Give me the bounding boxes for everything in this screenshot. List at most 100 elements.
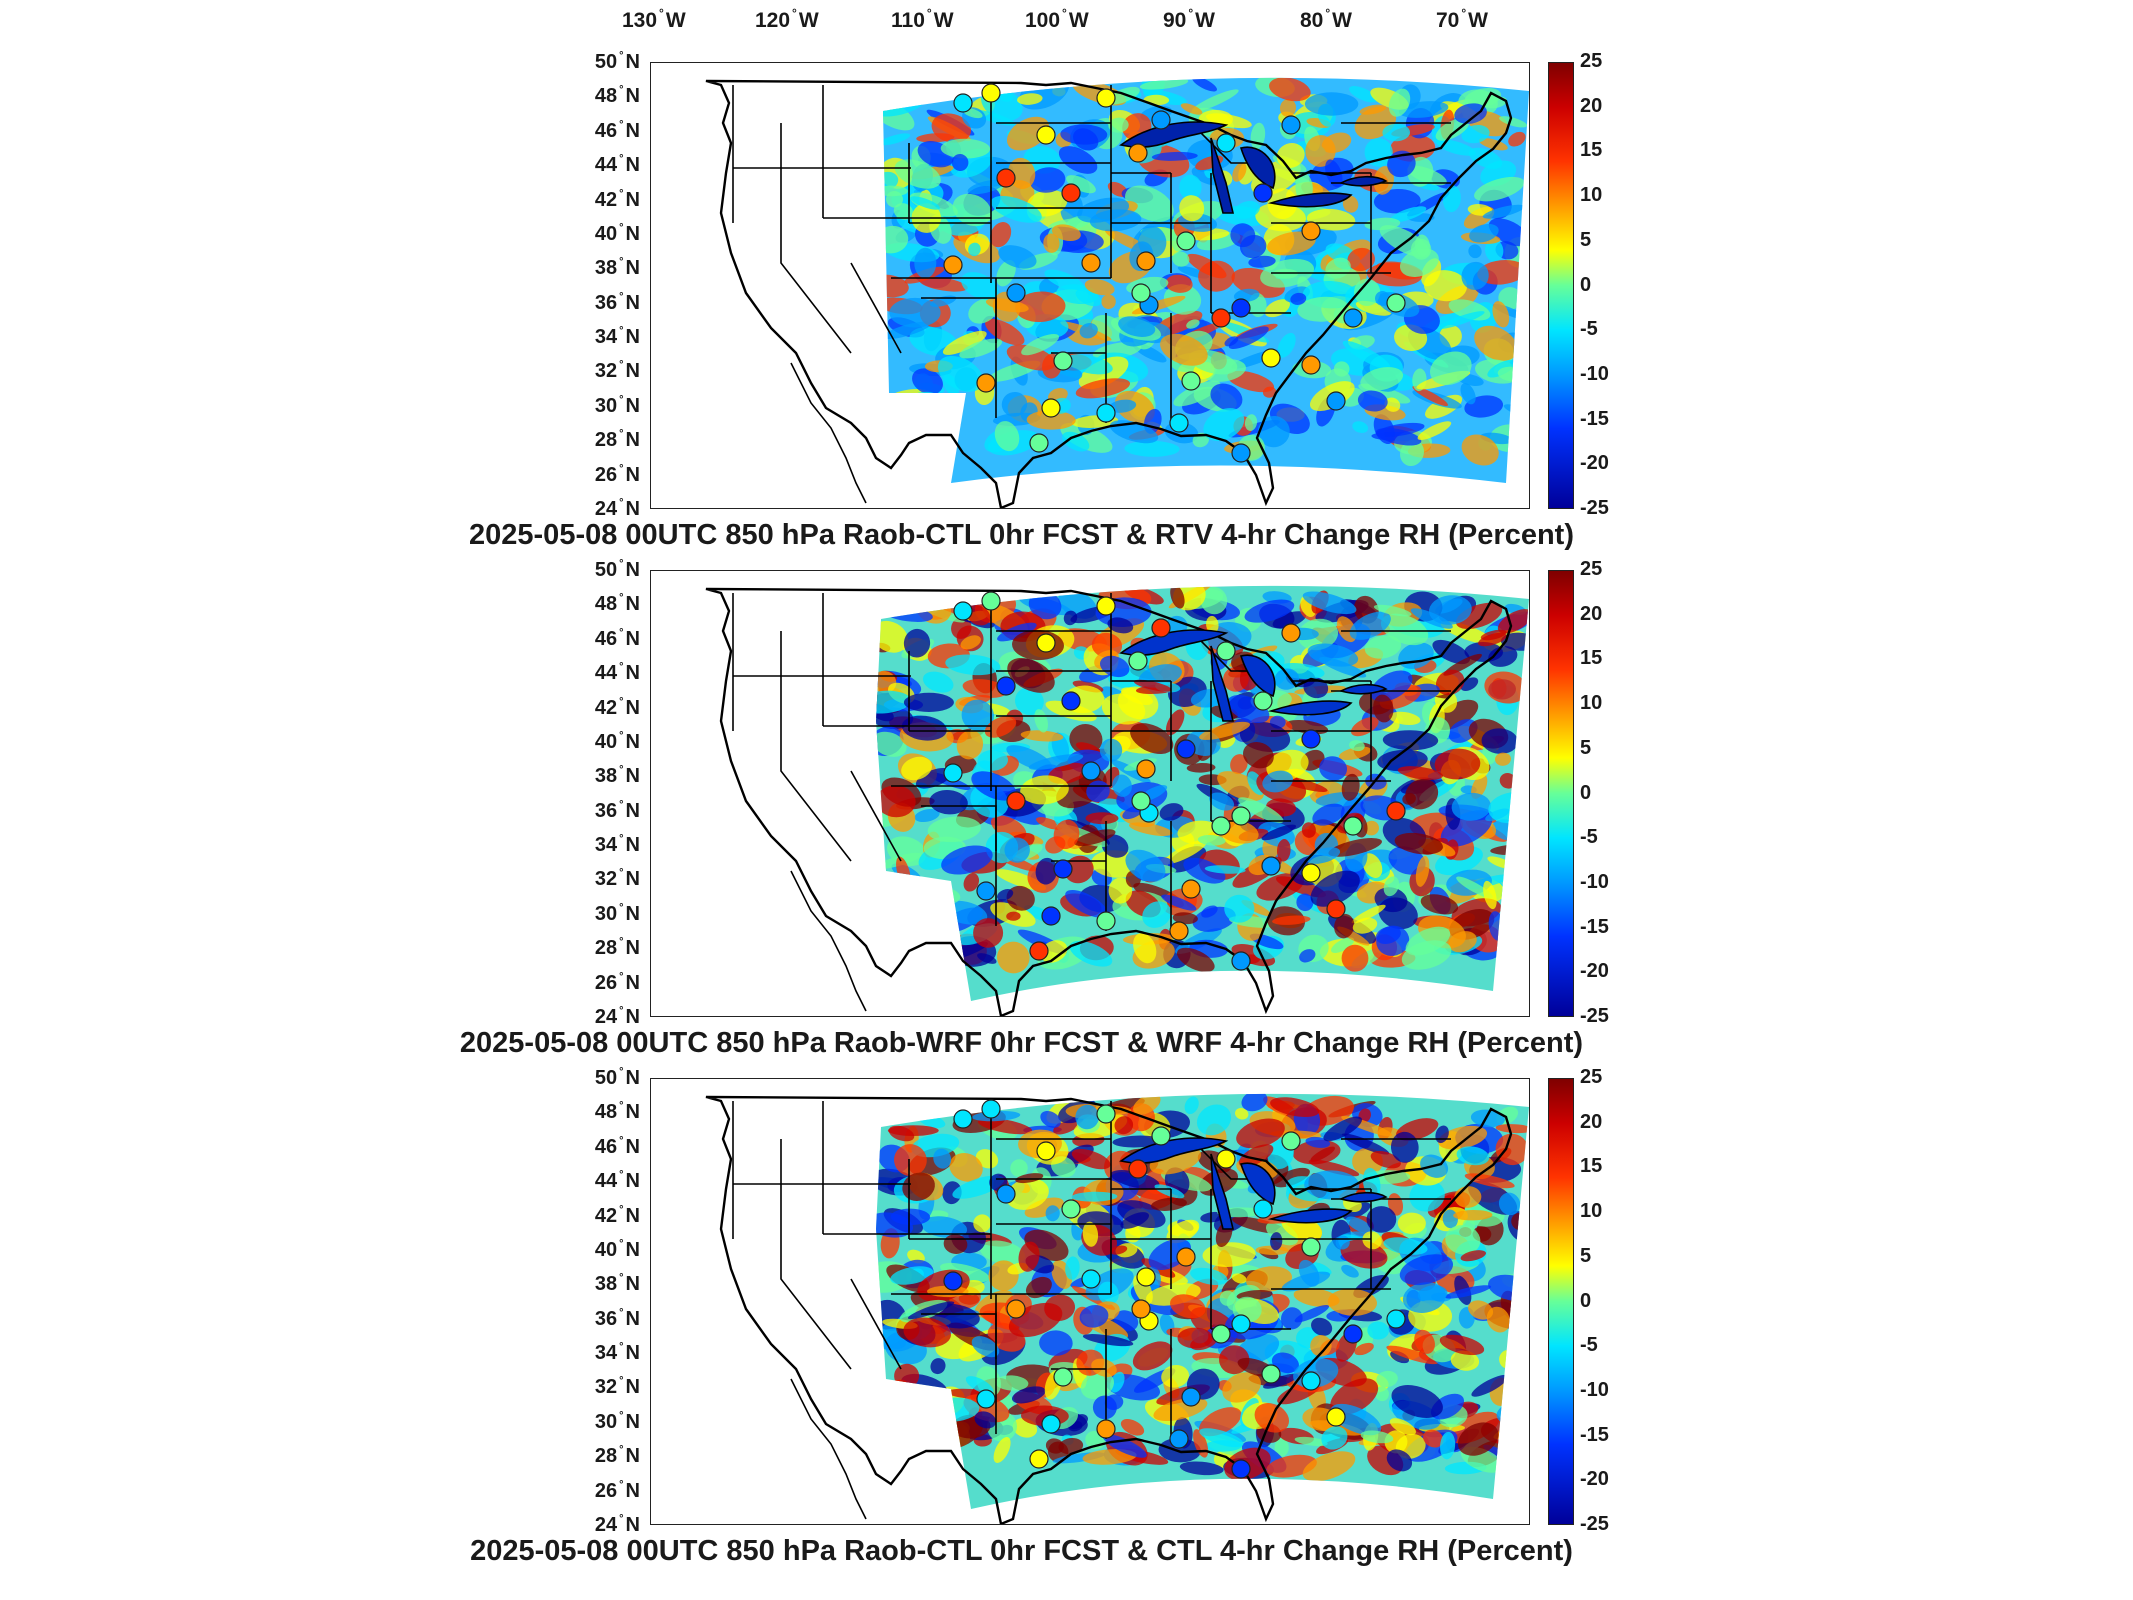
colorbar-tick-label: 0 bbox=[1580, 273, 1592, 296]
latitude-label-44: 44 ° N bbox=[594, 153, 640, 177]
raob-station-marker bbox=[1181, 371, 1201, 391]
state-borders bbox=[705, 587, 1513, 1016]
latitude-label-48: 48 ° N bbox=[594, 1100, 640, 1124]
latitude-label-30: 30 ° N bbox=[594, 901, 640, 925]
colorbar bbox=[1548, 570, 1574, 1017]
latitude-label-24: 24 ° N bbox=[594, 497, 640, 520]
raob-station-marker bbox=[1041, 1414, 1061, 1434]
latitude-label-50: 50 ° N bbox=[594, 558, 640, 581]
longitude-label-100: 100 °W bbox=[1025, 6, 1089, 32]
map-canvas bbox=[705, 77, 1529, 508]
colorbar-tick-label: -25 bbox=[1580, 497, 1609, 519]
raob-station-marker bbox=[1081, 1269, 1101, 1289]
raob-station-marker bbox=[1216, 641, 1236, 661]
latitude-label-42: 42 ° N bbox=[594, 187, 640, 211]
latitude-label-32: 32 ° N bbox=[594, 867, 640, 891]
raob-station-marker bbox=[953, 601, 973, 621]
raob-station-marker bbox=[1169, 921, 1189, 941]
raob-station-marker bbox=[1176, 1247, 1196, 1267]
colorbar-tick-label: -20 bbox=[1580, 960, 1609, 983]
great-lake bbox=[1239, 146, 1276, 190]
latitude-label-24: 24 ° N bbox=[594, 1513, 640, 1536]
colorbar-tick-label: 0 bbox=[1580, 781, 1592, 804]
raob-station-marker bbox=[1128, 1159, 1148, 1179]
panel-title: 2025-05-08 00UTC 850 hPa Raob-WRF 0hr FC… bbox=[459, 1027, 1584, 1059]
raob-station-marker bbox=[1181, 1387, 1201, 1407]
raob-station-marker bbox=[1029, 941, 1049, 961]
raob-station-marker bbox=[996, 168, 1016, 188]
latitude-label-30: 30 ° N bbox=[594, 1409, 640, 1433]
raob-station-marker bbox=[1301, 355, 1321, 375]
raob-station-marker bbox=[1176, 739, 1196, 759]
raob-station-marker bbox=[1131, 1299, 1151, 1319]
great-lake bbox=[1210, 137, 1235, 214]
raob-station-marker bbox=[1386, 293, 1406, 313]
colorbar-tick-label: 20 bbox=[1580, 94, 1603, 117]
state-borders bbox=[705, 1095, 1513, 1524]
raob-station-marker bbox=[1061, 1199, 1081, 1219]
raob-stations bbox=[943, 83, 1406, 463]
raob-station-marker bbox=[1053, 1367, 1073, 1387]
raob-station-marker bbox=[1029, 433, 1049, 453]
raob-station-marker bbox=[1343, 816, 1363, 836]
great-lake bbox=[1338, 683, 1388, 695]
raob-station-marker bbox=[1081, 253, 1101, 273]
rh-change-field bbox=[883, 77, 1529, 483]
latitude-label-46: 46 ° N bbox=[594, 1134, 640, 1158]
colorbar-tick-label: 0 bbox=[1580, 1289, 1592, 1312]
raob-station-marker bbox=[1136, 759, 1156, 779]
raob-station-marker bbox=[1036, 1141, 1056, 1161]
great-lake bbox=[1338, 1191, 1388, 1203]
country-outline bbox=[705, 1095, 1513, 1524]
raob-station-marker bbox=[1006, 283, 1026, 303]
longitude-label-120: 120 °W bbox=[755, 6, 819, 32]
raob-station-marker bbox=[1301, 1237, 1321, 1257]
raob-station-marker bbox=[1151, 110, 1171, 130]
raob-station-marker bbox=[1128, 143, 1148, 163]
rh-change-field bbox=[876, 1093, 1529, 1509]
latitude-label-42: 42 ° N bbox=[594, 1203, 640, 1227]
latitude-label-40: 40 ° N bbox=[594, 221, 640, 245]
raob-station-marker bbox=[976, 373, 996, 393]
raob-station-marker bbox=[976, 881, 996, 901]
panel-title: 2025-05-08 00UTC 850 hPa Raob-CTL 0hr FC… bbox=[469, 519, 1574, 551]
raob-station-marker bbox=[1053, 351, 1073, 371]
longitude-label-90: 90 °W bbox=[1163, 6, 1215, 32]
colorbar-tick-label: -5 bbox=[1580, 318, 1598, 341]
map-canvas bbox=[705, 585, 1529, 1016]
colorbar-tick-label: -10 bbox=[1580, 362, 1609, 385]
latitude-label-28: 28 ° N bbox=[594, 936, 640, 960]
colorbar-tick-label: 5 bbox=[1580, 1244, 1592, 1267]
latitude-label-30: 30 ° N bbox=[594, 393, 640, 417]
colorbar-tick-label: 5 bbox=[1580, 736, 1592, 759]
latitude-label-28: 28 ° N bbox=[594, 428, 640, 452]
colorbar-tick-label: 15 bbox=[1580, 1155, 1603, 1178]
latitude-label-46: 46 ° N bbox=[594, 118, 640, 142]
great-lake bbox=[1267, 700, 1353, 716]
longitude-label-110: 110 °W bbox=[891, 6, 954, 32]
raob-station-marker bbox=[1176, 231, 1196, 251]
colorbar-tick-label: -20 bbox=[1580, 452, 1609, 475]
colorbar-tick-label: 15 bbox=[1580, 647, 1603, 670]
raob-station-marker bbox=[981, 591, 1001, 611]
country-outline bbox=[705, 79, 1513, 508]
raob-station-marker bbox=[1231, 1459, 1251, 1479]
raob-station-marker bbox=[1053, 859, 1073, 879]
latitude-label-40: 40 ° N bbox=[594, 1237, 640, 1261]
latitude-label-34: 34 ° N bbox=[594, 833, 640, 857]
raob-station-marker bbox=[1326, 1407, 1346, 1427]
latitude-label-50: 50 ° N bbox=[594, 50, 640, 73]
raob-station-marker bbox=[1301, 863, 1321, 883]
raob-station-marker bbox=[953, 93, 973, 113]
raob-station-marker bbox=[1061, 691, 1081, 711]
raob-station-marker bbox=[996, 1184, 1016, 1204]
great-lake bbox=[1239, 1162, 1276, 1206]
raob-station-marker bbox=[1096, 1104, 1116, 1124]
raob-station-marker bbox=[1281, 115, 1301, 135]
raob-station-marker bbox=[1301, 729, 1321, 749]
longitude-label-130: 130 °W bbox=[622, 6, 686, 32]
raob-station-marker bbox=[1081, 761, 1101, 781]
rh-change-map bbox=[650, 1078, 1530, 1525]
colorbar-tick-label: -5 bbox=[1580, 826, 1598, 849]
raob-station-marker bbox=[943, 1271, 963, 1291]
